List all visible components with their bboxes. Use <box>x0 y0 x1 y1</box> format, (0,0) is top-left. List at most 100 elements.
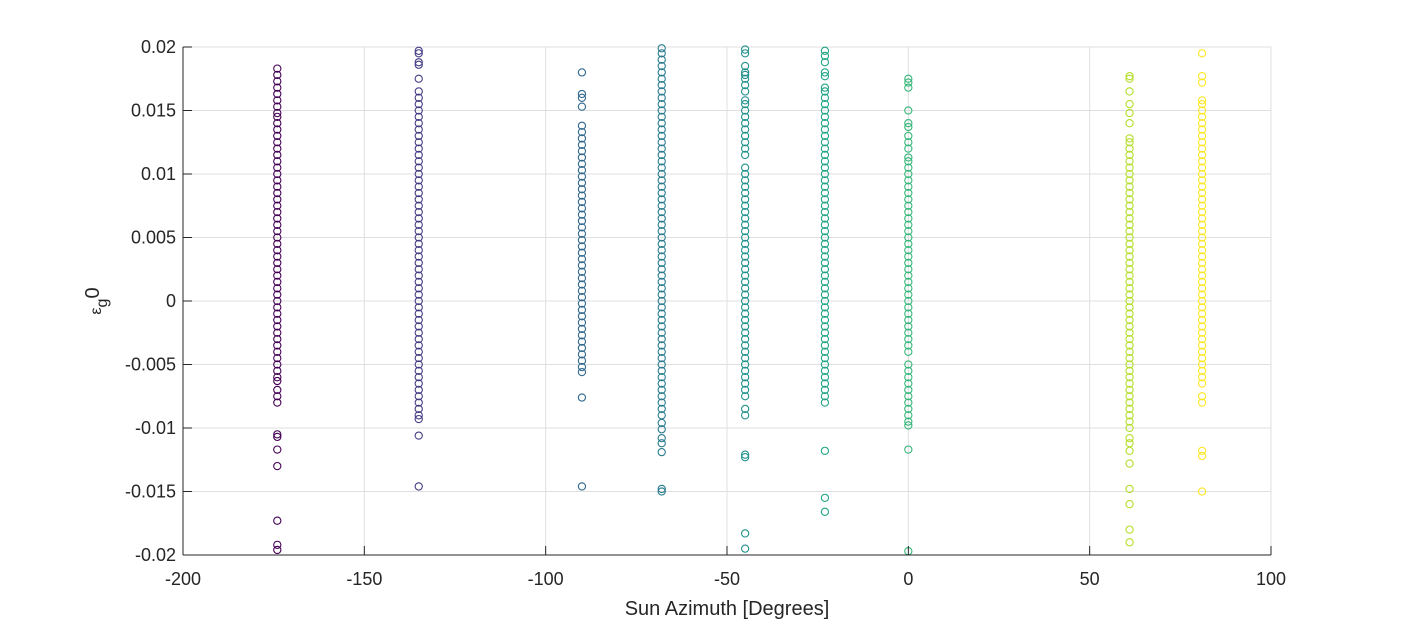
data-point <box>273 119 282 128</box>
data-point <box>577 393 587 402</box>
data-point <box>273 188 282 198</box>
data-point <box>273 277 282 287</box>
data-point <box>820 446 830 456</box>
data-point <box>1125 290 1134 299</box>
data-point <box>657 201 666 210</box>
data-points <box>273 44 1207 556</box>
data-point <box>414 214 423 223</box>
data-point <box>414 258 423 268</box>
y-tick-label: -0.02 <box>135 545 176 565</box>
data-point <box>820 379 830 388</box>
data-point <box>1125 315 1134 325</box>
data-point <box>414 112 423 121</box>
data-point <box>820 72 830 81</box>
data-point <box>820 360 830 369</box>
data-point <box>657 87 666 96</box>
data-point <box>820 169 830 179</box>
data-point <box>904 220 913 229</box>
data-point <box>1125 398 1134 407</box>
data-point <box>577 153 587 162</box>
data-point <box>1125 417 1134 426</box>
data-point <box>414 322 423 331</box>
data-point <box>657 220 666 229</box>
data-point <box>273 182 282 191</box>
data-point <box>414 138 423 147</box>
data-point <box>1197 284 1207 293</box>
data-point <box>657 487 666 496</box>
data-point <box>904 252 913 261</box>
data-point <box>273 246 282 255</box>
data-point <box>273 385 282 395</box>
data-point <box>1197 207 1207 217</box>
data-point <box>577 312 587 321</box>
data-point <box>1197 322 1207 331</box>
data-point <box>273 233 282 242</box>
data-point <box>820 83 830 92</box>
data-point <box>1125 459 1134 468</box>
data-point <box>577 261 587 270</box>
data-point <box>820 119 830 128</box>
data-point <box>904 233 913 242</box>
data-point <box>414 252 423 261</box>
data-point <box>1125 195 1134 204</box>
data-point <box>414 328 423 337</box>
data-point <box>414 398 423 407</box>
data-point <box>1197 233 1207 242</box>
data-point <box>657 315 666 325</box>
data-point <box>414 309 423 318</box>
data-point <box>657 404 666 414</box>
data-point <box>820 58 830 67</box>
data-point <box>273 461 282 471</box>
data-point <box>1125 366 1134 375</box>
data-point <box>820 239 830 248</box>
data-point <box>740 195 750 204</box>
y-tick-label: 0.015 <box>131 101 176 121</box>
data-point <box>740 74 750 83</box>
data-point <box>414 414 423 424</box>
data-point <box>820 284 830 293</box>
data-point <box>657 246 666 255</box>
data-point <box>273 96 282 105</box>
data-point <box>904 163 913 172</box>
data-point <box>273 366 282 375</box>
data-point <box>657 271 666 280</box>
data-point <box>1197 398 1207 407</box>
data-point <box>740 106 750 115</box>
data-point <box>414 176 423 185</box>
data-point <box>740 271 750 280</box>
data-point <box>820 138 830 147</box>
data-point <box>1197 341 1207 350</box>
data-point <box>1197 176 1207 185</box>
data-point <box>740 45 750 54</box>
data-point <box>577 172 587 181</box>
data-point <box>657 258 666 268</box>
data-point <box>1125 258 1134 268</box>
data-point <box>577 178 587 188</box>
data-point <box>577 242 587 251</box>
x-tick-label: 0 <box>903 569 913 589</box>
data-point <box>740 347 750 356</box>
x-tick-label: -50 <box>714 569 740 589</box>
data-point <box>273 252 282 261</box>
data-point <box>1125 119 1134 128</box>
data-point <box>740 182 750 191</box>
data-point <box>1197 144 1207 153</box>
data-point <box>740 226 750 236</box>
data-point <box>273 144 282 153</box>
data-point <box>657 61 666 71</box>
data-point <box>657 347 666 356</box>
data-point <box>740 100 750 109</box>
data-point <box>820 366 830 375</box>
data-point <box>904 421 913 430</box>
data-point <box>1197 106 1207 115</box>
data-point <box>414 74 423 83</box>
data-point <box>1125 252 1134 261</box>
data-point <box>1197 265 1207 274</box>
data-point <box>820 214 830 223</box>
data-point <box>1125 334 1134 344</box>
data-point <box>1125 284 1134 293</box>
data-point <box>1197 201 1207 210</box>
data-point <box>657 214 666 223</box>
data-point <box>657 49 666 58</box>
data-point <box>904 157 913 166</box>
